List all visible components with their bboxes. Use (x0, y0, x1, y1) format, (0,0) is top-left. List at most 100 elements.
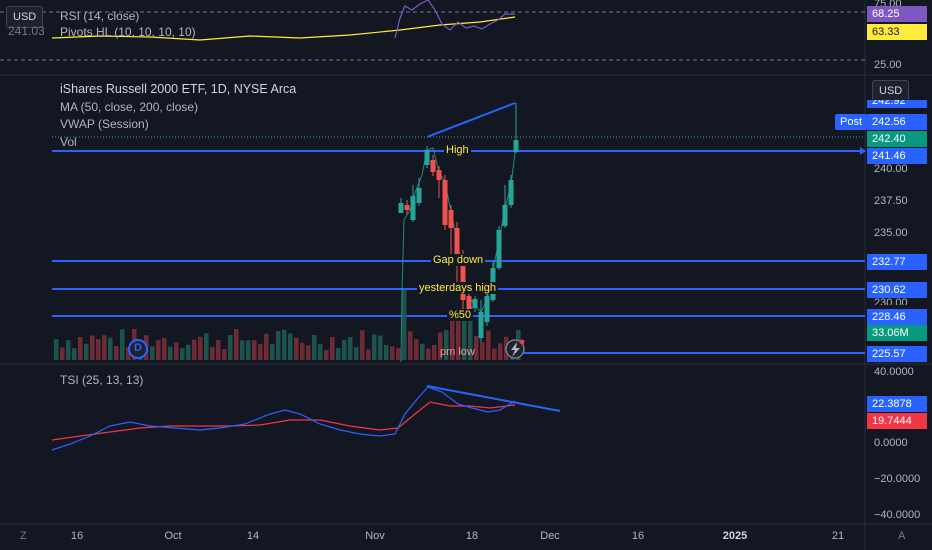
flash-glyph (511, 342, 520, 357)
volume-bar (480, 342, 485, 360)
ma-label[interactable]: MA (50, close, 200, close) (60, 100, 199, 114)
price-axis-237: 237.50 (874, 195, 908, 207)
candle-body (398, 203, 404, 213)
volume-bar (468, 306, 473, 360)
date-dec: Dec (540, 530, 560, 542)
candle-body (478, 312, 484, 338)
rsi-clipped-value: 241.03 (8, 24, 45, 38)
volume-bar (120, 329, 125, 360)
date-nov: Nov (365, 530, 385, 542)
post-button[interactable]: Post (835, 114, 867, 130)
volume-bar (294, 337, 299, 360)
volume-bar (282, 329, 287, 360)
volume-bar (216, 340, 221, 360)
tsi-axis-40: 40.0000 (874, 366, 914, 378)
volume-bar (462, 318, 467, 360)
tag-volume: 33.06M (867, 325, 927, 341)
note-gap-down[interactable]: Gap down (431, 254, 486, 266)
volume-bar (300, 342, 305, 360)
volume-bar (240, 340, 245, 360)
tsi-axis-neg20: −20.0000 (874, 473, 921, 485)
tag-fifty-pct: 228.46 (867, 309, 927, 325)
candle-body (404, 205, 410, 210)
high-arrow-icon (860, 147, 866, 155)
volume-bar (258, 344, 263, 360)
volume-bar (342, 339, 347, 360)
candle-body (442, 180, 448, 225)
tsi-label[interactable]: TSI (25, 13, 13) (60, 373, 144, 387)
volume-bar (150, 346, 155, 360)
volume-bar (450, 319, 455, 360)
volume-bar (396, 348, 401, 360)
volume-bar (78, 337, 83, 360)
tsi-signal-line (51, 401, 516, 441)
price-axis-230-clipped: 230.00 (874, 297, 908, 305)
currency-button-rsi[interactable]: USD (6, 6, 44, 28)
price-axis-235: 235.00 (874, 227, 908, 239)
tag-top-clipped: 242.92 (867, 100, 927, 108)
volume-bar (276, 331, 281, 360)
candle-body (513, 140, 519, 152)
volume-bar (96, 339, 101, 360)
volume-bar (492, 348, 497, 360)
tag-gap-down: 232.77 (867, 254, 927, 270)
volume-bar (426, 348, 431, 360)
candle-body (436, 170, 442, 180)
volume-bar (348, 337, 353, 360)
volume-bar (228, 335, 233, 360)
volume-bar (414, 339, 419, 360)
candle-body (424, 150, 430, 165)
candle-body (466, 296, 472, 312)
dividend-marker-icon (128, 339, 148, 359)
candle-body (448, 210, 454, 228)
dividend-marker-label[interactable]: D (134, 342, 142, 354)
volume-bar (210, 347, 215, 360)
rsi-ma-line (51, 16, 516, 41)
symbol-title[interactable]: iShares Russell 2000 ETF, 1D, NYSE Arca (60, 82, 297, 96)
volume-bar (114, 346, 119, 360)
flash-badge (519, 339, 525, 345)
price-axis-240: 240.00 (874, 163, 908, 175)
volume-bar (174, 342, 179, 360)
rsi-label[interactable]: RSI (14, close) (60, 9, 140, 23)
candle-body (416, 188, 422, 203)
pivots-label[interactable]: Pivots HL (10, 10, 10, 10) (60, 25, 196, 39)
candle-body (430, 160, 436, 172)
auto-scale-icon[interactable]: A (898, 530, 906, 542)
volume-label[interactable]: Vol (60, 135, 77, 149)
volume-bar (60, 347, 65, 360)
candle-body (496, 230, 502, 268)
date-18-nov: 18 (465, 530, 479, 542)
volume-bar (324, 349, 329, 360)
currency-button-main[interactable]: USD (872, 80, 910, 102)
volume-bar (432, 344, 437, 360)
volume-bar (192, 339, 197, 360)
volume-bar (444, 329, 449, 360)
tag-post-price: 242.56 (867, 114, 927, 130)
volume-bar (498, 343, 503, 360)
rsi-axis-bottom: 25.00 (874, 59, 902, 71)
tag-pm-low: 225.57 (867, 346, 927, 362)
note-fifty-pct[interactable]: %50 (447, 309, 474, 321)
volume-bar (72, 348, 77, 360)
note-pm-low[interactable]: pm low (440, 346, 475, 358)
volume-bar (186, 344, 191, 360)
volume-bar (264, 333, 269, 360)
volume-bar (270, 344, 275, 360)
volume-bar (156, 340, 161, 360)
volume-bar (474, 335, 479, 360)
tsi-axis-neg40: −40.0000 (874, 509, 921, 521)
candle-body (502, 205, 508, 226)
rsi-axis-top: 75.00 (874, 0, 902, 10)
volume-bar (162, 337, 167, 360)
note-yesterday-high[interactable]: yesterdays high (417, 282, 499, 294)
zoom-corner-icon[interactable]: Z (20, 530, 27, 542)
volume-bar (360, 330, 365, 360)
volume-bar (408, 331, 413, 360)
note-high[interactable]: High (444, 144, 471, 156)
vwap-label[interactable]: VWAP (Session) (60, 117, 149, 131)
date-21-jan: 21 (831, 530, 845, 542)
date-oct: Oct (164, 530, 182, 542)
candle-body (508, 180, 514, 205)
